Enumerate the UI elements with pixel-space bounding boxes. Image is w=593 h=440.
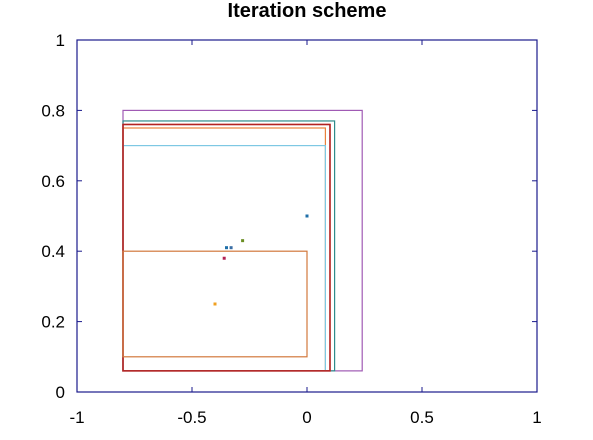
y-tick-label: 0.2 bbox=[41, 313, 65, 332]
x-tick-label: -1 bbox=[69, 408, 84, 427]
axis-ticks bbox=[76, 39, 538, 393]
x-tick-label: 0.5 bbox=[410, 408, 434, 427]
iteration-point-0 bbox=[305, 214, 309, 218]
y-tick-label: 0.6 bbox=[41, 172, 65, 191]
chart-title: Iteration scheme bbox=[228, 0, 387, 22]
x-tick-label: 0 bbox=[302, 408, 311, 427]
y-tick-label: 0.4 bbox=[41, 242, 65, 261]
iteration-point-4 bbox=[222, 256, 226, 260]
iteration-rect-1 bbox=[122, 120, 336, 372]
iteration-rect-6 bbox=[122, 250, 308, 358]
y-tick-label: 0.8 bbox=[41, 101, 65, 120]
x-tick-label: 1 bbox=[532, 408, 541, 427]
iteration-rectangles bbox=[122, 109, 363, 372]
iteration-points bbox=[213, 214, 309, 306]
iteration-rect-5 bbox=[122, 123, 331, 372]
x-tick-labels: -1 -0.5 0 0.5 1 bbox=[69, 408, 541, 427]
iteration-point-5 bbox=[213, 302, 217, 306]
y-tick-labels: 0 0.2 0.4 0.6 0.8 1 bbox=[41, 31, 65, 402]
iteration-point-1 bbox=[241, 239, 245, 243]
iteration-point-3 bbox=[225, 246, 228, 250]
iteration-point-2 bbox=[229, 246, 233, 250]
x-tick-label: -0.5 bbox=[177, 408, 206, 427]
y-tick-label: 0 bbox=[56, 383, 65, 402]
iteration-rect-3 bbox=[122, 127, 326, 372]
y-tick-label: 1 bbox=[56, 31, 65, 50]
